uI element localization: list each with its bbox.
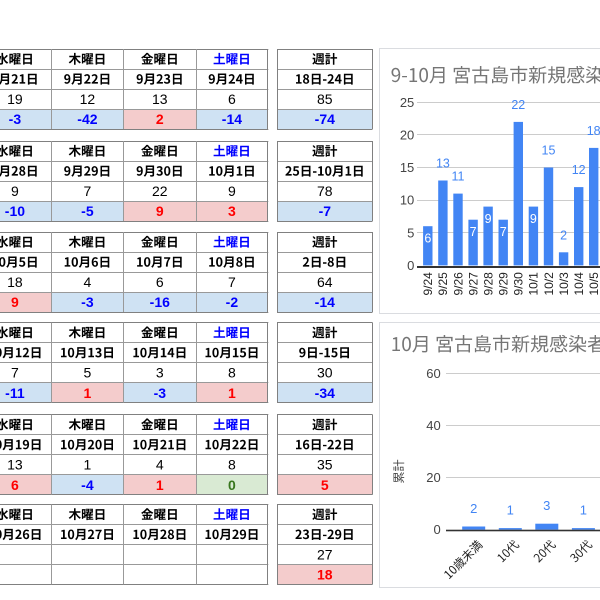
svg-text:78: 78	[317, 183, 333, 199]
svg-text:12: 12	[80, 91, 96, 107]
svg-text:6: 6	[11, 477, 19, 493]
svg-text:9/27: 9/27	[466, 272, 480, 296]
svg-text:7: 7	[500, 225, 507, 239]
svg-text:5: 5	[407, 225, 414, 240]
svg-text:-3: -3	[81, 294, 94, 310]
svg-text:6: 6	[156, 274, 164, 290]
svg-text:9/28: 9/28	[481, 272, 495, 296]
svg-text:1: 1	[84, 385, 92, 401]
svg-text:9/25: 9/25	[436, 272, 450, 296]
svg-text:7: 7	[84, 183, 92, 199]
svg-text:13: 13	[152, 91, 168, 107]
svg-text:64: 64	[317, 274, 333, 290]
svg-text:5: 5	[321, 477, 329, 493]
svg-text:15: 15	[400, 160, 414, 175]
svg-text:-74: -74	[315, 111, 335, 127]
svg-text:40: 40	[426, 418, 440, 433]
svg-text:4: 4	[84, 274, 92, 290]
svg-text:13: 13	[7, 457, 23, 473]
svg-text:8: 8	[228, 457, 236, 473]
svg-text:1: 1	[580, 503, 587, 518]
svg-text:3: 3	[543, 498, 550, 513]
svg-text:0: 0	[228, 477, 236, 493]
svg-text:2: 2	[156, 111, 164, 127]
svg-text:0: 0	[407, 258, 414, 273]
svg-text:-34: -34	[315, 385, 335, 401]
svg-text:25: 25	[400, 95, 414, 110]
svg-text:-14: -14	[315, 294, 335, 310]
svg-text:10/2: 10/2	[542, 272, 556, 296]
svg-text:-16: -16	[150, 294, 170, 310]
svg-text:1: 1	[507, 503, 514, 518]
svg-text:18: 18	[317, 567, 333, 583]
svg-text:-42: -42	[77, 111, 97, 127]
svg-text:5: 5	[84, 365, 92, 381]
svg-text:9/24: 9/24	[421, 272, 435, 296]
svg-text:-10: -10	[5, 203, 25, 219]
svg-text:20: 20	[426, 470, 440, 485]
svg-text:9: 9	[530, 212, 537, 226]
svg-text:1: 1	[156, 477, 164, 493]
svg-text:13: 13	[436, 157, 450, 171]
svg-text:10/3: 10/3	[557, 272, 571, 296]
svg-text:1: 1	[228, 385, 236, 401]
svg-text:-11: -11	[5, 385, 25, 401]
svg-text:9/30: 9/30	[512, 272, 526, 296]
svg-text:7: 7	[228, 274, 236, 290]
svg-text:-14: -14	[222, 111, 242, 127]
svg-text:9: 9	[156, 203, 164, 219]
svg-text:11: 11	[452, 170, 465, 184]
svg-text:-3: -3	[9, 111, 22, 127]
svg-text:9/29: 9/29	[497, 272, 511, 296]
svg-text:10/4: 10/4	[572, 272, 586, 296]
svg-text:8: 8	[228, 365, 236, 381]
svg-text:-2: -2	[226, 294, 239, 310]
svg-text:9: 9	[485, 212, 492, 226]
svg-text:22: 22	[152, 183, 168, 199]
svg-text:18: 18	[587, 124, 600, 138]
svg-text:-3: -3	[154, 385, 167, 401]
svg-text:10: 10	[400, 193, 414, 208]
svg-text:-7: -7	[319, 203, 332, 219]
svg-text:10/5: 10/5	[587, 272, 600, 296]
svg-text:27: 27	[317, 546, 333, 562]
svg-text:1: 1	[84, 457, 92, 473]
svg-text:6: 6	[228, 91, 236, 107]
svg-text:7: 7	[11, 365, 19, 381]
svg-text:3: 3	[156, 365, 164, 381]
svg-text:35: 35	[317, 457, 333, 473]
svg-text:19: 19	[7, 91, 23, 107]
svg-text:60: 60	[426, 366, 440, 381]
svg-text:0: 0	[433, 522, 440, 537]
svg-text:-4: -4	[81, 477, 94, 493]
svg-text:9: 9	[228, 183, 236, 199]
svg-text:18: 18	[7, 274, 23, 290]
svg-text:20: 20	[400, 128, 414, 143]
svg-text:2: 2	[560, 228, 567, 242]
svg-text:9: 9	[11, 183, 19, 199]
svg-text:85: 85	[317, 91, 333, 107]
svg-text:3: 3	[228, 203, 236, 219]
svg-text:4: 4	[156, 457, 164, 473]
svg-text:10/1: 10/1	[527, 272, 541, 296]
svg-text:7: 7	[470, 225, 477, 239]
svg-text:2: 2	[470, 501, 477, 516]
svg-text:30: 30	[317, 365, 333, 381]
svg-text:22: 22	[511, 98, 525, 112]
svg-text:-5: -5	[81, 203, 94, 219]
svg-text:9/26: 9/26	[451, 272, 465, 296]
svg-text:9: 9	[11, 294, 19, 310]
svg-text:12: 12	[572, 163, 586, 177]
svg-text:6: 6	[424, 232, 431, 246]
svg-text:15: 15	[542, 144, 556, 158]
